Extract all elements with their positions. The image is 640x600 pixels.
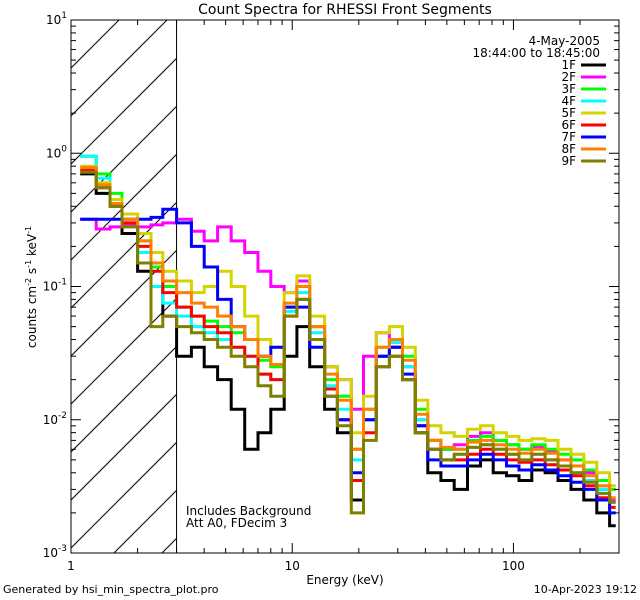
series-1f bbox=[80, 172, 616, 528]
annotation-background: Includes Background bbox=[186, 504, 311, 518]
series-6f bbox=[80, 168, 616, 509]
legend-label-4f: 4F bbox=[561, 94, 576, 108]
x-tick-label: 100 bbox=[502, 559, 525, 573]
y-tick-label: 100 bbox=[46, 144, 67, 160]
legend-label-2f: 2F bbox=[561, 70, 576, 84]
y-tick-label: 10-1 bbox=[43, 278, 67, 294]
hatched-region bbox=[71, 20, 177, 553]
series-9f bbox=[80, 170, 616, 515]
y-tick-label: 10-2 bbox=[43, 411, 67, 427]
series-7f bbox=[80, 207, 616, 515]
x-tick-label: 1 bbox=[67, 559, 75, 573]
legend-label-3f: 3F bbox=[561, 82, 576, 96]
footer-timestamp: 10-Apr-2023 19:12 bbox=[533, 583, 637, 596]
y-tick-label: 101 bbox=[46, 11, 67, 27]
footer-generated-by: Generated by hsi_min_spectra_plot.pro bbox=[3, 583, 219, 596]
y-axis-label: counts cm-2 s-1 keV-1 bbox=[24, 226, 39, 348]
chart-title: Count Spectra for RHESSI Front Segments bbox=[198, 2, 492, 18]
legend: 4-May-2005 18:44:00 to 18:45:00 1F2F3F4F… bbox=[473, 34, 606, 168]
legend-label-5f: 5F bbox=[561, 106, 576, 120]
legend-label-8f: 8F bbox=[561, 142, 576, 156]
legend-label-1f: 1F bbox=[561, 58, 576, 72]
y-tick-label: 10-3 bbox=[43, 544, 67, 560]
x-tick-label: 10 bbox=[285, 559, 300, 573]
x-axis-label: Energy (keV) bbox=[306, 573, 383, 587]
legend-label-9f: 9F bbox=[561, 154, 576, 168]
legend-date: 4-May-2005 bbox=[529, 34, 600, 48]
series-8f bbox=[80, 166, 616, 500]
annotation-attenuator: Att A0, FDecim 3 bbox=[186, 516, 287, 530]
legend-label-7f: 7F bbox=[561, 130, 576, 144]
legend-label-6f: 6F bbox=[561, 118, 576, 132]
series-5f bbox=[80, 164, 616, 488]
legend-time-range: 18:44:00 to 18:45:00 bbox=[473, 46, 600, 60]
